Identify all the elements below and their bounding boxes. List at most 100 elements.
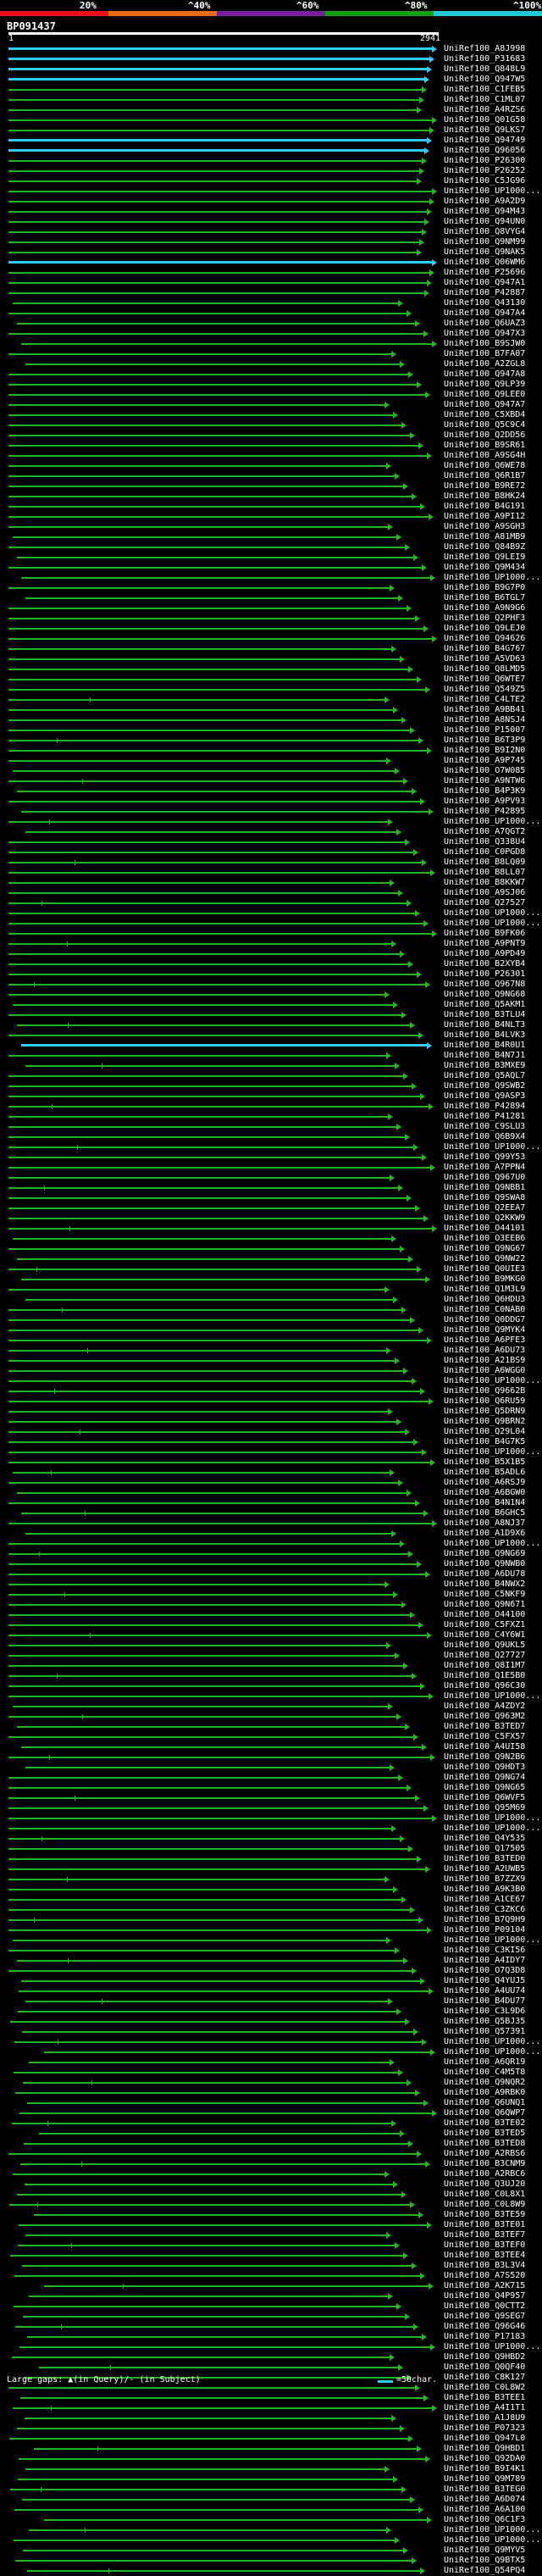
hit-row[interactable]: UniRef100_A4ZDY2 [0, 1702, 542, 1712]
hit-row[interactable]: UniRef100_B6T3P9 [0, 736, 542, 746]
hit-row[interactable]: UniRef100_Q9SEG7 [0, 2312, 542, 2322]
hit-row[interactable]: UniRef100_Q94626 [0, 634, 542, 644]
hit-label[interactable]: UniRef100_Q9NM99 [444, 237, 526, 247]
hit-row[interactable]: UniRef100_Q1E5B0 [0, 1671, 542, 1681]
hit-row[interactable]: UniRef100_Q6WE78 [0, 461, 542, 471]
hit-label[interactable]: UniRef100_Q29L04 [444, 1427, 526, 1436]
hit-row[interactable]: UniRef100_Q3UJ20 [0, 2179, 542, 2190]
hit-row[interactable]: UniRef100_Q947X3 [0, 329, 542, 339]
hit-row[interactable]: UniRef100_Q0DDG7 [0, 1315, 542, 1325]
hit-label[interactable]: UniRef100_A9P745 [444, 756, 526, 765]
hit-label[interactable]: UniRef100_Q9SWB2 [444, 1081, 526, 1091]
hit-row[interactable]: UniRef100_Q9LEE0 [0, 390, 542, 400]
hit-label[interactable]: UniRef100_C4Y6W1 [444, 1630, 526, 1640]
hit-label[interactable]: UniRef100_C0PGD8 [444, 847, 526, 857]
hit-row[interactable]: UniRef100_Q96056 [0, 146, 542, 156]
hit-row[interactable]: UniRef100_C0L8W2 [0, 2383, 542, 2393]
hit-label[interactable]: UniRef100_Q9N2B6 [444, 1752, 526, 1762]
hit-row[interactable]: UniRef100_B3MXE9 [0, 1061, 542, 1071]
hit-row[interactable]: UniRef100_A9PD49 [0, 949, 542, 959]
hit-row[interactable]: UniRef100_UP1000... [0, 1691, 542, 1702]
hit-row[interactable]: UniRef100_UP1000... [0, 919, 542, 929]
hit-row[interactable]: UniRef100_Q9LKS7 [0, 125, 542, 136]
hit-label[interactable]: UniRef100_Q0DDG7 [444, 1315, 526, 1324]
hit-row[interactable]: UniRef100_A7QGT2 [0, 827, 542, 837]
hit-row[interactable]: UniRef100_UP1000... [0, 1813, 542, 1824]
hit-row[interactable]: UniRef100_Q947A8 [0, 369, 542, 380]
hit-label[interactable]: UniRef100_Q6HDU3 [444, 1295, 526, 1304]
hit-row[interactable]: UniRef100_Q848L9 [0, 64, 542, 75]
hit-row[interactable]: UniRef100_A6WGG0 [0, 1366, 542, 1376]
hit-label[interactable]: UniRef100_A9PI12 [444, 512, 526, 521]
hit-label[interactable]: UniRef100_Q8I1M7 [444, 1661, 526, 1670]
hit-row[interactable]: UniRef100_B6TGL7 [0, 593, 542, 603]
hit-label[interactable]: UniRef100_B3TLU4 [444, 1010, 526, 1019]
hit-row[interactable]: UniRef100_O3EEB6 [0, 1234, 542, 1244]
hit-row[interactable]: UniRef100_Q9M434 [0, 563, 542, 573]
hit-label[interactable]: UniRef100_A9A2D9 [444, 197, 526, 206]
hit-label[interactable]: UniRef100_Q06WM6 [444, 258, 526, 267]
hit-label[interactable]: UniRef100_Q57391 [444, 2027, 526, 2036]
hit-label[interactable]: UniRef100_UP1000... [444, 2535, 541, 2545]
hit-row[interactable]: UniRef100_Q2DD56 [0, 430, 542, 441]
hit-row[interactable]: UniRef100_A9A2D9 [0, 197, 542, 207]
hit-label[interactable]: UniRef100_Q9LEE0 [444, 390, 526, 399]
hit-row[interactable]: UniRef100_B3TEF0 [0, 2240, 542, 2251]
hit-label[interactable]: UniRef100_P07323 [444, 2423, 526, 2433]
hit-row[interactable]: UniRef100_Q9MYV5 [0, 2545, 542, 2556]
hit-label[interactable]: UniRef100_B3TEF7 [444, 2230, 526, 2240]
hit-row[interactable]: UniRef100_Q94UN0 [0, 217, 542, 227]
hit-row[interactable]: UniRef100_C5XBD4 [0, 410, 542, 420]
hit-label[interactable]: UniRef100_Q9N671 [444, 1600, 526, 1609]
hit-row[interactable]: UniRef100_A9NTW6 [0, 776, 542, 786]
hit-label[interactable]: UniRef100_Q963M2 [444, 1712, 526, 1721]
hit-label[interactable]: UniRef100_Q9NG67 [444, 1244, 526, 1253]
hit-row[interactable]: UniRef100_C9SLU3 [0, 1122, 542, 1132]
hit-label[interactable]: UniRef100_Q6WVF5 [444, 1793, 526, 1802]
hit-row[interactable]: UniRef100_B8LQ09 [0, 858, 542, 868]
hit-row[interactable]: UniRef100_A9PV93 [0, 797, 542, 807]
hit-label[interactable]: UniRef100_B3TEG0 [444, 2484, 526, 2494]
hit-row[interactable]: UniRef100_B7FA07 [0, 349, 542, 359]
hit-row[interactable]: UniRef100_Q9SWB2 [0, 1081, 542, 1091]
hit-row[interactable]: UniRef100_A1CE67 [0, 1895, 542, 1905]
hit-label[interactable]: UniRef100_A6QR19 [444, 2057, 526, 2067]
hit-row[interactable]: UniRef100_Q9M789 [0, 2474, 542, 2484]
hit-label[interactable]: UniRef100_Q9SEG7 [444, 2312, 526, 2321]
hit-row[interactable]: UniRef100_B3TED0 [0, 1854, 542, 1864]
hit-row[interactable]: UniRef100_Q17505 [0, 1844, 542, 1854]
hit-row[interactable]: UniRef100_Q2KKW9 [0, 1213, 542, 1224]
hit-row[interactable]: UniRef100_UP1000... [0, 2037, 542, 2047]
hit-row[interactable]: UniRef100_Q96G46 [0, 2322, 542, 2332]
hit-row[interactable]: UniRef100_Q9ASP3 [0, 1091, 542, 1102]
hit-row[interactable]: UniRef100_B8KKW7 [0, 878, 542, 888]
hit-row[interactable]: UniRef100_Q9LEJ0 [0, 624, 542, 634]
hit-row[interactable]: UniRef100_A9SG4H [0, 451, 542, 461]
hit-label[interactable]: UniRef100_Q549Z5 [444, 685, 526, 694]
hit-label[interactable]: UniRef100_C4M5T8 [444, 2068, 526, 2077]
hit-row[interactable]: UniRef100_Q5AKM1 [0, 1000, 542, 1010]
hit-row[interactable]: UniRef100_P26300 [0, 156, 542, 166]
hit-row[interactable]: UniRef100_Q1M3L9 [0, 1285, 542, 1295]
hit-label[interactable]: UniRef100_A6RSJ9 [444, 1478, 526, 1487]
hit-row[interactable]: UniRef100_B3TED8 [0, 2139, 542, 2149]
hit-row[interactable]: UniRef100_A9SGH3 [0, 522, 542, 532]
hit-row[interactable]: UniRef100_B9RE72 [0, 481, 542, 491]
hit-label[interactable]: UniRef100_Q2KKW9 [444, 1213, 526, 1223]
hit-label[interactable]: UniRef100_A7QGT2 [444, 827, 526, 836]
hit-label[interactable]: UniRef100_Q5BJ35 [444, 2017, 526, 2026]
hit-row[interactable]: UniRef100_Q9NQR2 [0, 2078, 542, 2088]
hit-row[interactable]: UniRef100_Q6UNQ1 [0, 2098, 542, 2108]
hit-label[interactable]: UniRef100_Q43130 [444, 298, 526, 308]
hit-label[interactable]: UniRef100_Q9BRN2 [444, 1417, 526, 1426]
hit-row[interactable]: UniRef100_A6DU78 [0, 1569, 542, 1579]
hit-label[interactable]: UniRef100_Q5AQL7 [444, 1071, 526, 1080]
hit-row[interactable]: UniRef100_B8HK24 [0, 491, 542, 502]
hit-row[interactable]: UniRef100_A2UWB5 [0, 1864, 542, 1874]
hit-label[interactable]: UniRef100_Q9NG69 [444, 1549, 526, 1558]
hit-row[interactable]: UniRef100_B3TEG0 [0, 2484, 542, 2495]
hit-label[interactable]: UniRef100_A9NTW6 [444, 776, 526, 786]
hit-row[interactable]: UniRef100_B2XYB4 [0, 959, 542, 969]
hit-row[interactable]: UniRef100_Q01G58 [0, 115, 542, 125]
hit-row[interactable]: UniRef100_Q9NG69 [0, 1549, 542, 1559]
